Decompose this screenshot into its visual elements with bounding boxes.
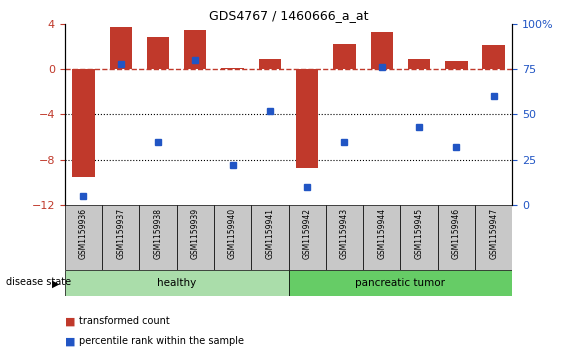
Text: healthy: healthy: [157, 278, 196, 288]
Bar: [184, 30, 207, 69]
Bar: [65, 270, 289, 296]
Bar: [72, 69, 95, 177]
Bar: [475, 205, 512, 270]
Bar: [482, 45, 505, 69]
Bar: [214, 205, 251, 270]
Bar: [177, 205, 214, 270]
Title: GDS4767 / 1460666_a_at: GDS4767 / 1460666_a_at: [209, 9, 368, 23]
Bar: [221, 68, 244, 69]
Text: GSM1159936: GSM1159936: [79, 208, 88, 260]
Text: GSM1159940: GSM1159940: [228, 208, 237, 260]
Bar: [147, 37, 169, 69]
Bar: [289, 270, 512, 296]
Bar: [445, 61, 467, 69]
Text: percentile rank within the sample: percentile rank within the sample: [79, 336, 244, 346]
Text: ▶: ▶: [52, 279, 60, 289]
Bar: [438, 205, 475, 270]
Bar: [326, 205, 363, 270]
Text: disease state: disease state: [6, 277, 71, 287]
Text: GSM1159945: GSM1159945: [414, 208, 423, 260]
Text: ■: ■: [65, 336, 75, 346]
Text: GSM1159947: GSM1159947: [489, 208, 498, 260]
Bar: [109, 27, 132, 69]
Bar: [140, 205, 177, 270]
Text: transformed count: transformed count: [79, 316, 169, 326]
Text: GSM1159946: GSM1159946: [452, 208, 461, 260]
Text: ■: ■: [65, 316, 75, 326]
Bar: [102, 205, 139, 270]
Text: GSM1159939: GSM1159939: [191, 208, 200, 260]
Bar: [258, 59, 281, 69]
Text: GSM1159942: GSM1159942: [303, 208, 312, 259]
Text: pancreatic tumor: pancreatic tumor: [355, 278, 445, 288]
Bar: [251, 205, 288, 270]
Bar: [296, 69, 319, 168]
Bar: [289, 205, 326, 270]
Text: GSM1159938: GSM1159938: [154, 208, 163, 259]
Text: GSM1159941: GSM1159941: [265, 208, 274, 259]
Bar: [408, 59, 430, 69]
Bar: [363, 205, 400, 270]
Bar: [333, 44, 356, 69]
Text: GSM1159943: GSM1159943: [340, 208, 349, 260]
Bar: [400, 205, 438, 270]
Bar: [370, 32, 393, 69]
Text: GSM1159944: GSM1159944: [377, 208, 386, 260]
Bar: [65, 205, 102, 270]
Text: GSM1159937: GSM1159937: [116, 208, 125, 260]
